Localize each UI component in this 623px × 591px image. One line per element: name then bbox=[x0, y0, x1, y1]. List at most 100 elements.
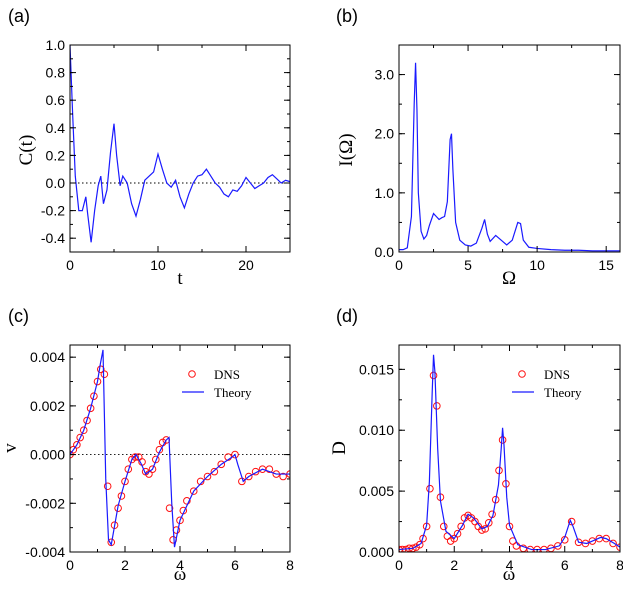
data-point-dns bbox=[90, 392, 98, 400]
data-point-dns bbox=[189, 487, 198, 495]
data-point-dns bbox=[602, 534, 610, 543]
y-tick-label: 0.0 bbox=[46, 175, 66, 191]
x-tick-label: 2 bbox=[450, 557, 458, 573]
legend-marker-dns bbox=[518, 370, 526, 378]
data-point-dns bbox=[210, 467, 219, 476]
data-point-dns bbox=[165, 504, 174, 512]
plot-frame bbox=[69, 44, 291, 253]
data-point-dns bbox=[457, 522, 465, 531]
legend-label-dns: DNS bbox=[544, 367, 570, 382]
x-tick-label: 5 bbox=[464, 257, 472, 273]
panel-label: (b) bbox=[336, 6, 358, 26]
y-tick-label: 0.010 bbox=[359, 422, 394, 438]
data-point-dns bbox=[581, 539, 590, 548]
data-point-dns bbox=[70, 445, 78, 454]
y-tick-label: 3.0 bbox=[375, 67, 395, 83]
x-tick-label: 0 bbox=[66, 557, 74, 573]
data-point-dns bbox=[79, 426, 88, 435]
data-point-dns bbox=[152, 455, 160, 464]
data-point-dns bbox=[265, 465, 274, 474]
plot-area bbox=[70, 45, 290, 243]
data-point-dns bbox=[100, 370, 109, 379]
legend-label-theory: Theory bbox=[544, 385, 582, 400]
data-point-dns bbox=[176, 516, 184, 525]
x-tick-label: 15 bbox=[598, 257, 614, 273]
x-axis-label: ω bbox=[503, 564, 516, 585]
legend-marker-dns bbox=[188, 370, 196, 378]
y-axis-label: D bbox=[329, 441, 350, 455]
y-tick-label: 0.2 bbox=[46, 147, 66, 163]
x-tick-label: 6 bbox=[231, 557, 239, 573]
legend-label-dns: DNS bbox=[214, 367, 240, 382]
x-tick-label: 0 bbox=[395, 257, 403, 273]
y-tick-label: 0.0 bbox=[375, 244, 395, 260]
y-tick-label: 0.000 bbox=[359, 544, 394, 560]
data-point-dns bbox=[86, 404, 95, 413]
legend-label-theory: Theory bbox=[214, 385, 252, 400]
x-tick-label: 10 bbox=[150, 257, 166, 273]
y-tick-label: 0.4 bbox=[46, 120, 66, 136]
x-tick-label: 4 bbox=[506, 557, 514, 573]
x-tick-label: 4 bbox=[176, 557, 184, 573]
panel-b: (b) 0 5 10 15 0.0 1.0 2.0 3.0 Ω I(Ω) bbox=[336, 6, 621, 289]
data-point-dns bbox=[279, 472, 287, 481]
data-point-dns bbox=[426, 484, 434, 493]
panel-d: (d) 0 2 4 6 8 0.000 0.005 0.010 0.015 ω D DNS Theory bbox=[329, 306, 623, 585]
y-axis-label: v bbox=[0, 443, 21, 453]
series-line-theory bbox=[70, 349, 290, 548]
data-point-dns bbox=[121, 477, 129, 486]
series-line-theory bbox=[399, 354, 620, 551]
panel-label: (a) bbox=[8, 6, 30, 26]
panel-label: (c) bbox=[8, 306, 29, 326]
y-tick-label: -0.002 bbox=[25, 495, 65, 511]
data-point-dns bbox=[203, 472, 212, 481]
y-tick-label: -0.2 bbox=[41, 203, 65, 219]
data-point-dns bbox=[554, 542, 562, 550]
panel-a: (a) 0 10 20 -0.4 -0.2 0.0 0.2 0.4 0.6 0.8 1.0 t C(t) bbox=[8, 6, 291, 289]
data-point-dns bbox=[567, 517, 576, 526]
data-point-dns bbox=[609, 539, 617, 548]
data-point-dns bbox=[183, 497, 191, 505]
data-point-dns bbox=[103, 482, 112, 491]
data-point-dns bbox=[231, 450, 239, 459]
data-point-dns bbox=[244, 472, 253, 481]
data-point-dns bbox=[498, 436, 507, 444]
plot-frame bbox=[398, 44, 621, 253]
series-line-main bbox=[70, 45, 290, 243]
data-point-dns bbox=[73, 441, 81, 449]
data-point-dns bbox=[484, 518, 493, 527]
y-tick-label: 0.004 bbox=[30, 349, 65, 365]
x-axis-label: ω bbox=[174, 564, 187, 585]
x-tick-label: 0 bbox=[395, 557, 403, 573]
panel-c: (c) 0 2 4 6 8 -0.004 -0.002 0.000 0.002 0.004 ω v DNS… bbox=[0, 306, 294, 585]
data-point-dns bbox=[217, 460, 226, 469]
y-tick-label: 0.002 bbox=[30, 398, 65, 414]
x-tick-label: 0 bbox=[66, 257, 74, 273]
data-point-dns bbox=[453, 529, 462, 538]
x-axis-label: t bbox=[177, 268, 183, 289]
y-tick-label: -0.4 bbox=[41, 230, 65, 246]
y-axis-label: C(t) bbox=[16, 135, 37, 166]
x-axis-label: Ω bbox=[502, 268, 516, 289]
data-point-dns bbox=[97, 365, 105, 374]
y-tick-label: 2.0 bbox=[375, 126, 395, 142]
x-tick-label: 20 bbox=[238, 257, 254, 273]
y-tick-label: 0.8 bbox=[46, 65, 66, 81]
panel-label: (d) bbox=[336, 306, 358, 326]
plot-area bbox=[399, 354, 620, 552]
data-point-dns bbox=[76, 433, 84, 442]
data-point-dns bbox=[83, 416, 91, 425]
y-tick-label: 1.0 bbox=[375, 185, 395, 201]
plot-area bbox=[70, 349, 290, 548]
data-point-dns bbox=[433, 402, 441, 410]
y-tick-label: -0.004 bbox=[25, 544, 65, 560]
legend-box bbox=[506, 363, 606, 405]
data-point-dns bbox=[478, 526, 486, 534]
data-point-dns bbox=[415, 540, 424, 549]
data-point-dns bbox=[616, 543, 620, 551]
y-tick-label: 0.005 bbox=[359, 483, 394, 499]
data-point-dns bbox=[429, 371, 438, 380]
data-point-dns bbox=[512, 542, 521, 550]
legend-box bbox=[176, 363, 276, 405]
